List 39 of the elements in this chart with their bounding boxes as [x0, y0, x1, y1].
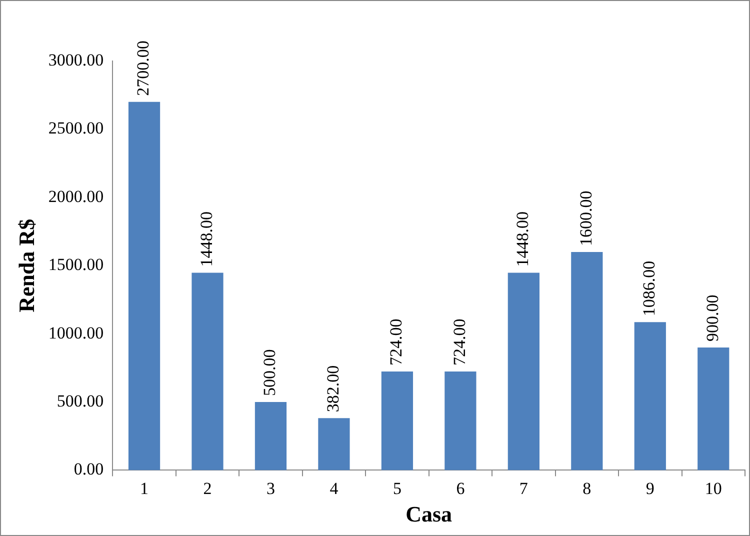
x-tick-label: 9: [646, 478, 654, 498]
data-label: 2700.00: [134, 40, 153, 96]
x-tick-label: 6: [456, 478, 465, 498]
bar: [634, 322, 666, 470]
data-label: 724.00: [386, 318, 406, 366]
data-label: 382.00: [323, 365, 342, 412]
x-tick-label: 4: [330, 478, 339, 498]
x-axis-title: Casa: [406, 501, 452, 526]
bar: [254, 402, 287, 470]
y-axis-title: Renda R$: [14, 218, 39, 312]
x-tick-label: 7: [519, 478, 528, 498]
data-label: 1086.00: [640, 260, 659, 316]
x-tick-label: 1: [140, 478, 149, 498]
bar: [318, 418, 350, 470]
x-tick-label: 5: [392, 478, 402, 498]
y-tick-label: 1000.00: [48, 323, 104, 342]
y-tick-label: 2500.00: [48, 118, 104, 138]
y-tick-label: 3000.00: [48, 50, 104, 70]
bar: [192, 272, 224, 470]
bar: [698, 347, 730, 470]
data-label: 1448.00: [196, 211, 216, 267]
y-tick-label: 2000.00: [48, 186, 104, 206]
bar: [508, 272, 540, 470]
data-label: 1448.00: [513, 211, 532, 267]
data-label: 500.00: [260, 349, 280, 396]
bar: [128, 102, 160, 470]
data-label: 724.00: [450, 318, 469, 366]
bar: [571, 252, 603, 470]
bar: [381, 371, 414, 470]
data-label: 900.00: [702, 294, 722, 342]
y-tick-label: 500.00: [56, 391, 104, 410]
y-tick-label: 1500.00: [48, 255, 104, 274]
x-tick-label: 10: [704, 478, 722, 498]
y-tick-label: 0.00: [74, 460, 104, 479]
bar: [444, 371, 476, 470]
x-tick-label: 8: [582, 478, 592, 498]
data-label: 1600.00: [576, 190, 596, 246]
x-tick-label: 2: [203, 478, 212, 498]
x-tick-label: 3: [266, 478, 275, 498]
